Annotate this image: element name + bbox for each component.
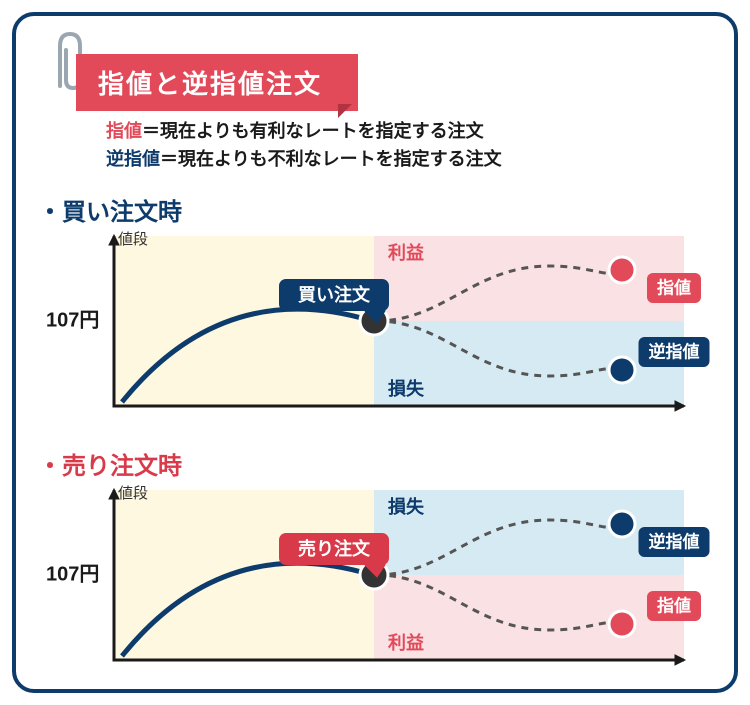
def-sashine-label: 指値 <box>106 121 142 141</box>
price-label: 107円 <box>46 309 99 331</box>
title-banner: 指値と逆指値注文 <box>76 54 358 111</box>
title-text: 指値と逆指値注文 <box>98 69 322 99</box>
bottom-area-label: 利益 <box>388 632 424 653</box>
bottom-dot <box>609 357 635 383</box>
definitions: 指値＝現在よりも有利なレートを指定する注文 逆指値＝現在よりも不利なレートを指定… <box>106 118 502 174</box>
y-axis-label: 値段 <box>118 231 148 248</box>
section-title-sell: ・売り注文時 <box>38 446 182 481</box>
def-sashine-text: ＝現在よりも有利なレートを指定する注文 <box>142 121 484 141</box>
top-area-label: 利益 <box>388 242 424 263</box>
top-badge-label: 指値 <box>657 277 691 297</box>
bottom-dot <box>609 611 635 637</box>
chart-svg: 値段 107円 損失利益 売り注文 逆指値指値 <box>44 480 714 680</box>
card-frame: 指値と逆指値注文 指値＝現在よりも有利なレートを指定する注文 逆指値＝現在よりも… <box>12 12 738 693</box>
order-badge-label: 買い注文 <box>298 284 371 305</box>
def-gyaku-text: ＝現在よりも不利なレートを指定する注文 <box>160 149 502 169</box>
left-area <box>114 236 374 406</box>
title-fold <box>338 104 352 118</box>
chart-sell: 値段 107円 損失利益 売り注文 逆指値指値 <box>44 480 714 680</box>
top-dot <box>609 511 635 537</box>
def-gyaku-label: 逆指値 <box>106 149 160 169</box>
section-title-buy: ・買い注文時 <box>38 192 182 227</box>
top-badge-label: 逆指値 <box>649 531 700 551</box>
def-gyaku: 逆指値＝現在よりも不利なレートを指定する注文 <box>106 146 502 174</box>
bottom-badge-label: 指値 <box>657 595 691 615</box>
chart-svg: 値段 107円 利益損失 買い注文 指値逆指値 <box>44 226 714 426</box>
y-axis-label: 値段 <box>118 485 148 502</box>
bottom-area-label: 損失 <box>388 378 425 399</box>
chart-buy: 値段 107円 利益損失 買い注文 指値逆指値 <box>44 226 714 426</box>
top-area-label: 損失 <box>388 496 425 517</box>
left-area <box>114 490 374 660</box>
def-sashine: 指値＝現在よりも有利なレートを指定する注文 <box>106 118 502 146</box>
top-dot <box>609 257 635 283</box>
price-label: 107円 <box>46 563 99 585</box>
bottom-badge-label: 逆指値 <box>649 341 700 361</box>
order-badge-label: 売り注文 <box>298 538 371 559</box>
